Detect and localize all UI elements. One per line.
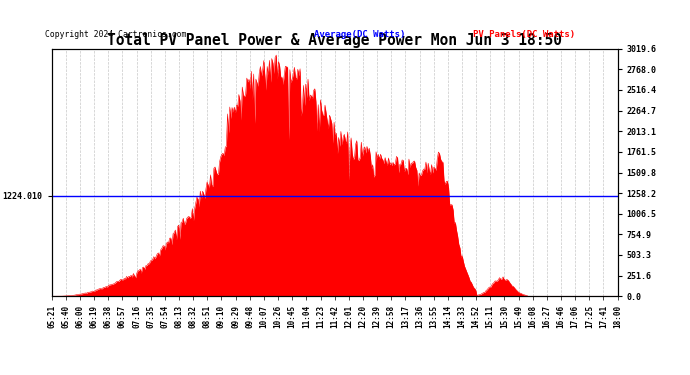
Text: PV Panels(DC Watts): PV Panels(DC Watts) — [473, 30, 575, 39]
Title: Total PV Panel Power & Average Power Mon Jun 3 18:50: Total PV Panel Power & Average Power Mon… — [107, 33, 562, 48]
Text: Average(DC Watts): Average(DC Watts) — [314, 30, 405, 39]
Text: Copyright 2024 Cartronics.com: Copyright 2024 Cartronics.com — [45, 30, 186, 39]
